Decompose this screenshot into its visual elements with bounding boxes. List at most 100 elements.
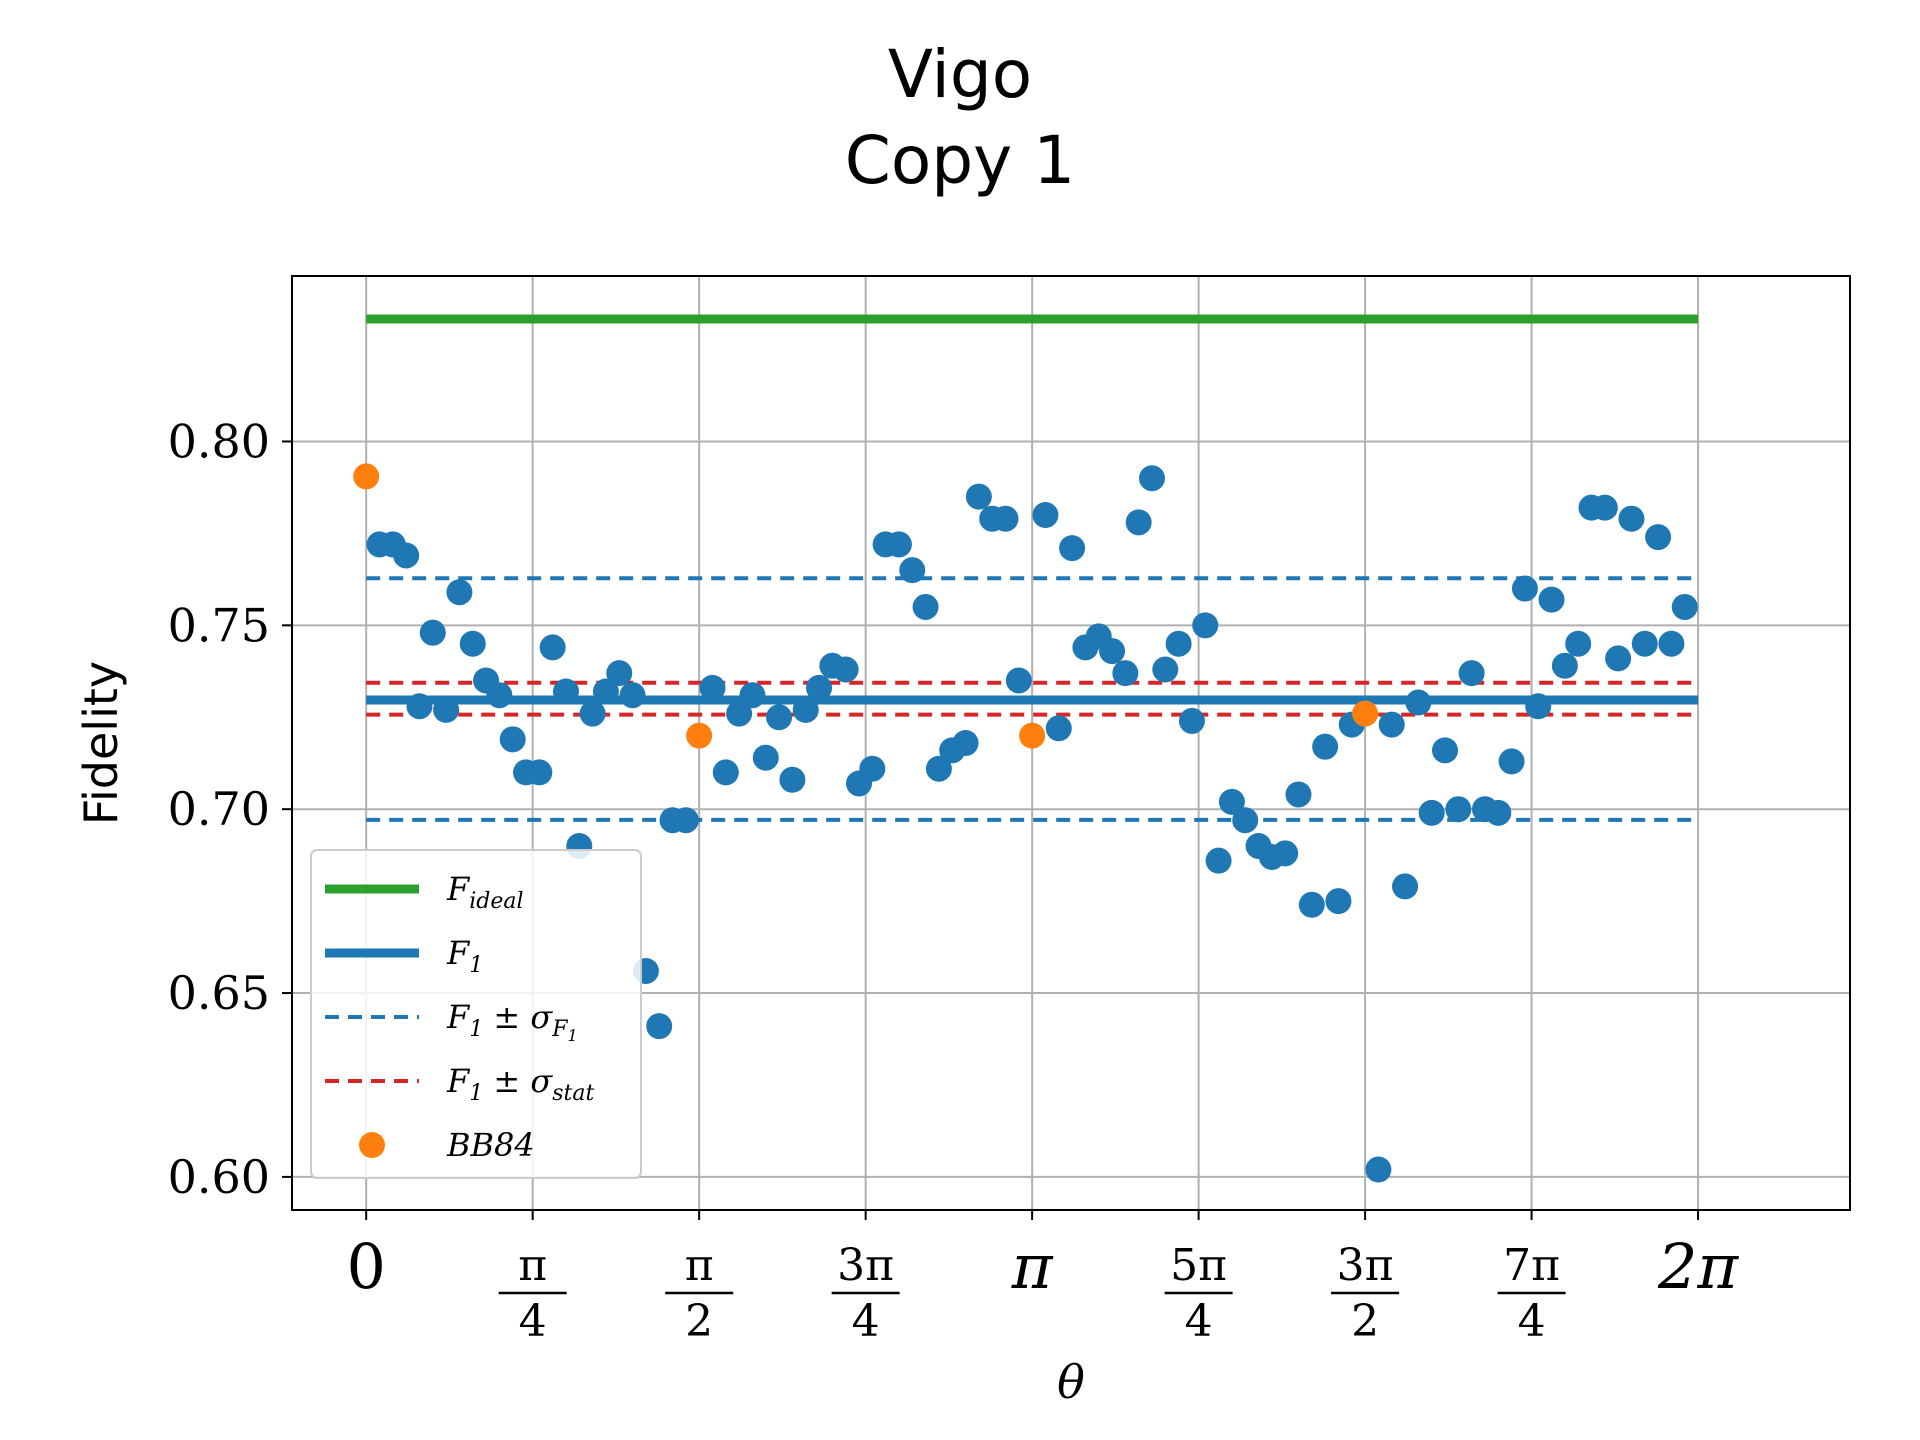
data-point bbox=[619, 682, 646, 709]
data-point bbox=[1152, 656, 1179, 683]
data-point bbox=[1485, 799, 1512, 826]
data-point bbox=[1405, 689, 1432, 716]
data-point bbox=[1192, 612, 1219, 639]
data-point bbox=[1538, 586, 1565, 613]
x-axis-label: θ bbox=[1057, 1355, 1085, 1409]
data-point bbox=[992, 505, 1019, 532]
data-point bbox=[952, 730, 979, 756]
data-point bbox=[1618, 505, 1645, 532]
x-tick-numerator: 7π bbox=[1503, 1240, 1560, 1291]
data-point bbox=[406, 693, 433, 720]
data-point bbox=[1232, 807, 1259, 834]
data-point bbox=[526, 759, 553, 786]
data-point bbox=[766, 704, 793, 731]
data-point bbox=[726, 700, 753, 727]
data-point bbox=[486, 682, 513, 709]
data-point bbox=[446, 579, 473, 606]
x-tick-denominator: 4 bbox=[519, 1296, 547, 1347]
legend-box bbox=[310, 849, 642, 1179]
chart-title-line-1: Vigo bbox=[887, 36, 1033, 113]
data-point bbox=[1418, 799, 1445, 826]
x-tick-denominator: 4 bbox=[1518, 1296, 1546, 1347]
data-point bbox=[739, 682, 766, 709]
legend-label-f-1-pm-sigma-f1: F1 ± σF1 bbox=[446, 998, 578, 1045]
data-point bbox=[1272, 840, 1299, 867]
data-point bbox=[459, 630, 486, 657]
data-point bbox=[646, 1013, 673, 1040]
data-point bbox=[1285, 781, 1312, 808]
data-point bbox=[1045, 715, 1072, 742]
x-tick-denominator: 2 bbox=[685, 1296, 713, 1347]
data-point bbox=[1551, 652, 1578, 679]
bb84-point bbox=[1019, 722, 1046, 749]
data-point bbox=[1365, 1156, 1392, 1183]
data-point bbox=[792, 696, 819, 723]
data-point bbox=[912, 593, 939, 620]
data-point bbox=[606, 660, 633, 687]
data-point bbox=[419, 619, 446, 646]
y-axis-ticks: 0.60 0.65 0.70 0.75 0.80 bbox=[168, 414, 292, 1204]
legend: Fideal F1 F1 ± σF1 F1 ± σstat BB84 bbox=[310, 849, 642, 1179]
data-point bbox=[1445, 796, 1472, 823]
x-tick-numerator: 5π bbox=[1170, 1240, 1227, 1291]
data-point bbox=[1165, 630, 1192, 657]
x-tick-denominator: 4 bbox=[1185, 1296, 1213, 1347]
data-point bbox=[1511, 575, 1538, 602]
data-point bbox=[1525, 693, 1552, 720]
data-point bbox=[1591, 494, 1618, 521]
data-point bbox=[672, 807, 699, 834]
legend-label-f-ideal: Fideal bbox=[446, 870, 524, 914]
x-tick-numerator: π bbox=[518, 1240, 547, 1291]
data-point bbox=[1138, 465, 1165, 492]
x-tick-label: 2π bbox=[1657, 1230, 1739, 1303]
data-point bbox=[1658, 630, 1685, 657]
bb84-point bbox=[686, 722, 713, 749]
plot-frame bbox=[291, 275, 1851, 1211]
data-point bbox=[1325, 888, 1352, 915]
y-tick-label: 0.70 bbox=[168, 782, 270, 836]
data-point bbox=[779, 766, 806, 793]
data-point bbox=[1631, 630, 1658, 657]
y-tick-label: 0.75 bbox=[168, 598, 270, 652]
data-point bbox=[965, 483, 992, 510]
data-point bbox=[1005, 667, 1032, 694]
data-point bbox=[1605, 645, 1632, 672]
bb84-point bbox=[1352, 700, 1379, 727]
data-point bbox=[1458, 660, 1485, 687]
data-point bbox=[859, 755, 886, 782]
data-point bbox=[1671, 593, 1698, 620]
x-tick-numerator: π bbox=[685, 1240, 714, 1291]
data-point bbox=[806, 674, 833, 701]
x-tick-numerator: 3π bbox=[837, 1240, 894, 1291]
data-point bbox=[393, 542, 420, 569]
data-point bbox=[1125, 509, 1152, 536]
data-point bbox=[752, 744, 779, 771]
data-point bbox=[1392, 873, 1419, 900]
data-point bbox=[592, 678, 619, 705]
data-point bbox=[1298, 891, 1325, 918]
data-point bbox=[1432, 737, 1459, 764]
data-point bbox=[433, 696, 460, 723]
data-point bbox=[1312, 733, 1339, 760]
data-point bbox=[1059, 535, 1086, 562]
x-tick-numerator: 3π bbox=[1337, 1240, 1394, 1291]
bb84-point bbox=[353, 463, 380, 490]
x-tick-label: 0 bbox=[346, 1230, 385, 1303]
data-point bbox=[499, 726, 526, 753]
y-tick-label: 0.80 bbox=[168, 414, 270, 468]
data-points bbox=[353, 463, 1698, 1183]
data-point bbox=[925, 755, 952, 782]
data-point bbox=[832, 656, 859, 683]
data-point bbox=[539, 634, 566, 661]
data-point bbox=[1032, 502, 1059, 529]
data-point bbox=[1112, 660, 1139, 687]
chart-title: Vigo Copy 1 bbox=[0, 32, 1920, 204]
x-tick-denominator: 2 bbox=[1351, 1296, 1379, 1347]
data-point bbox=[1378, 711, 1405, 738]
data-point bbox=[552, 678, 579, 705]
data-point bbox=[1498, 748, 1525, 775]
chart-title-line-2: Copy 1 bbox=[844, 122, 1076, 199]
legend-label-bb84: BB84 bbox=[446, 1126, 535, 1164]
data-point bbox=[1205, 847, 1232, 874]
